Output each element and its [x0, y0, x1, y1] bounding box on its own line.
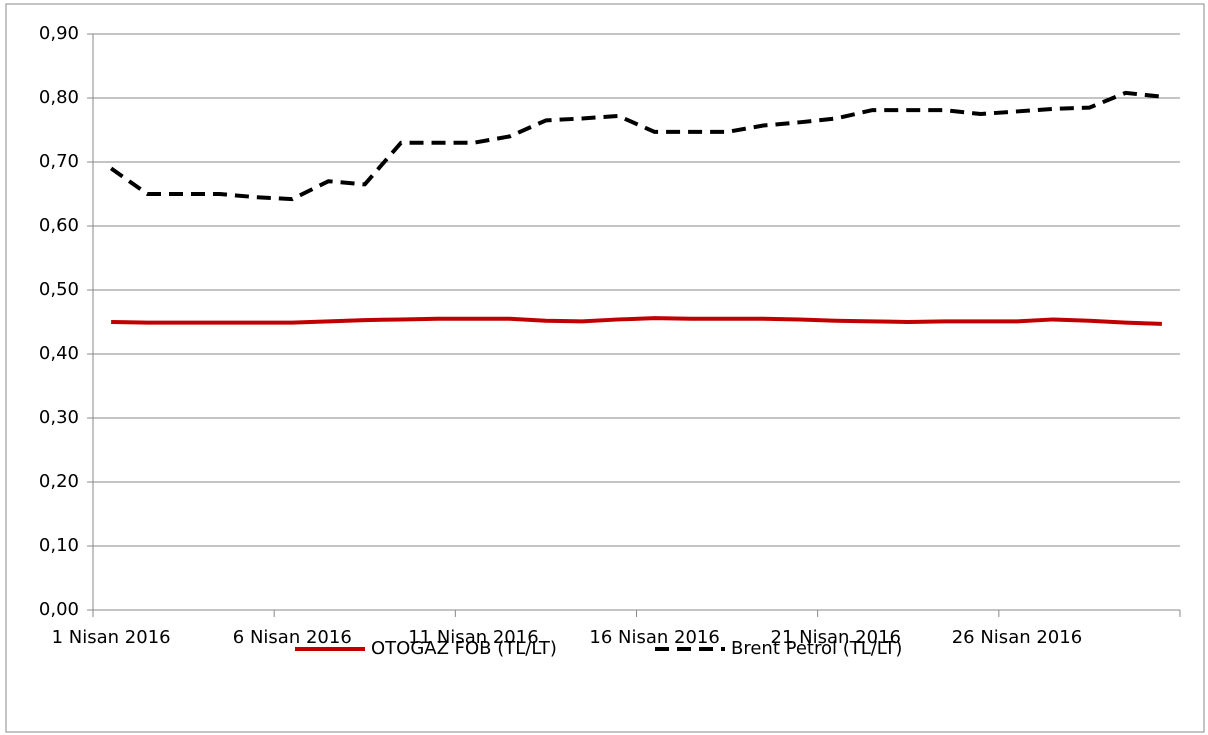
- x-tick-label: 6 Nisan 2016: [233, 627, 352, 648]
- y-tick-label: 0,50: [39, 279, 79, 300]
- y-tick-label: 0,40: [39, 343, 79, 364]
- y-tick-label: 0,30: [39, 407, 79, 428]
- x-tick-label: 16 Nisan 2016: [589, 627, 719, 648]
- series-line: [111, 316, 1162, 326]
- x-tick-label: 11 Nisan 2016: [408, 627, 538, 648]
- x-tick-label: 21 Nisan 2016: [771, 627, 901, 648]
- y-tick-label: 0,80: [39, 87, 79, 108]
- chart-frame: [5, 3, 1205, 733]
- x-tick-label: 1 Nisan 2016: [52, 627, 171, 648]
- x-tick-label: 26 Nisan 2016: [952, 627, 1082, 648]
- y-tick-label: 0,20: [39, 471, 79, 492]
- y-tick-label: 0,90: [39, 23, 79, 44]
- y-tick-label: 0,00: [39, 599, 79, 620]
- y-tick-label: 0,60: [39, 215, 79, 236]
- y-tick-label: 0,70: [39, 151, 79, 172]
- legend-label: Brent Petrol (TL/LT): [731, 638, 902, 659]
- y-tick-label: 0,10: [39, 535, 79, 556]
- series-line: [109, 90, 1163, 202]
- legend-label: OTOGAZ FOB (TL/LT): [371, 638, 557, 659]
